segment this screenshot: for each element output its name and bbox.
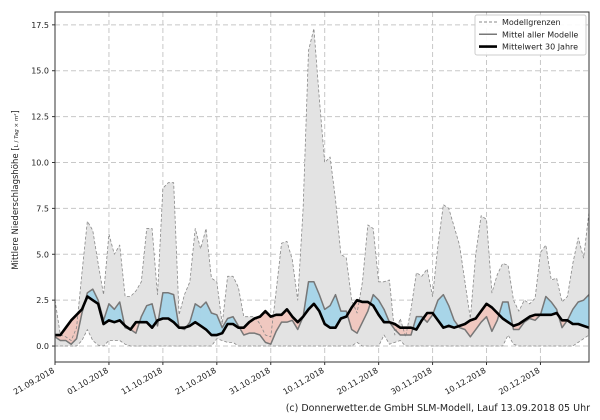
x-tick-label: 10.12.2018 bbox=[443, 366, 487, 397]
model-mean-line bbox=[54, 281, 590, 345]
x-tick-label: 10.11.2018 bbox=[282, 366, 326, 397]
x-tick-label: 30.11.2018 bbox=[389, 366, 433, 397]
x-tick-label: 21.09.2018 bbox=[12, 366, 56, 397]
x-tick-label: 01.10.2018 bbox=[66, 366, 110, 397]
y-axis-unit-denominator: Tag × m² bbox=[13, 113, 20, 139]
y-tick-label: 17.5 bbox=[31, 21, 49, 30]
above-climate-fill bbox=[577, 299, 584, 327]
model-upper-line bbox=[54, 28, 590, 341]
y-tick-label: 15.0 bbox=[31, 67, 49, 76]
y-axis-label-text: Mittlere Niederschlagshöhe [ bbox=[11, 147, 21, 269]
x-tick-label: 11.10.2018 bbox=[120, 366, 164, 397]
above-climate-fill bbox=[211, 312, 218, 336]
copyright-footer: (c) Donnerwetter.de GmbH SLM-Modell, Lau… bbox=[285, 403, 590, 414]
legend-label: Modellgrenzen bbox=[502, 18, 561, 27]
model-range-band bbox=[55, 28, 589, 347]
above-climate-fill bbox=[162, 292, 169, 319]
y-axis-unit-numerator: L / bbox=[14, 139, 20, 147]
x-tick-label: 20.12.2018 bbox=[497, 366, 541, 397]
y-tick-label: 5.0 bbox=[36, 250, 49, 259]
y-tick-label: 0.0 bbox=[36, 342, 49, 351]
y-tick-label: 10.0 bbox=[31, 158, 49, 167]
x-tick-label: 20.11.2018 bbox=[335, 366, 379, 397]
plot-frame bbox=[54, 11, 590, 363]
legend-box bbox=[474, 14, 587, 56]
y-tick-label: 2.5 bbox=[36, 296, 49, 305]
y-tick-label: 7.5 bbox=[36, 204, 49, 213]
climate-mean-line bbox=[55, 295, 590, 337]
legend-label: Mittel aller Modelle bbox=[502, 30, 578, 39]
y-axis-label: Mittlere Niederschlagshöhe [L / Tag × m²… bbox=[11, 110, 21, 269]
model-lower-line bbox=[55, 329, 590, 347]
x-tick-label: 21.10.2018 bbox=[174, 366, 218, 397]
y-tick-label: 12.5 bbox=[31, 113, 49, 122]
legend: Modellgrenzen Mittel aller Modelle Mittelw… bbox=[474, 14, 587, 56]
legend-label: Mittelwert 30 Jahre bbox=[502, 43, 578, 52]
y-axis-label-bracket: ] bbox=[11, 110, 21, 113]
x-tick-label: 31.10.2018 bbox=[228, 366, 272, 397]
